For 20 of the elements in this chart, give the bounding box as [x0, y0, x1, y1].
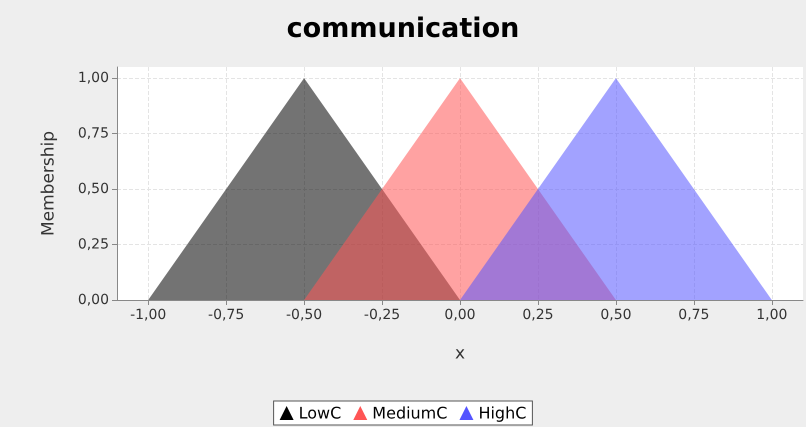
- x-tick-label: 0,75: [678, 307, 710, 323]
- x-tick-label: 0,50: [600, 307, 632, 323]
- chart-title: communication: [286, 13, 520, 44]
- x-tick-label: 1,00: [756, 307, 788, 323]
- x-axis-title: x: [454, 344, 466, 364]
- x-tick-label: -0,75: [208, 307, 244, 323]
- x-tick-label: -0,25: [364, 307, 400, 323]
- y-axis-title: Membership: [38, 130, 58, 236]
- x-tick-label: -0,50: [286, 307, 322, 323]
- x-tick-label: -1,00: [130, 307, 166, 323]
- y-tick-label: 1,00: [78, 70, 109, 86]
- legend-label: LowC: [298, 404, 342, 422]
- y-tick-label: 0,00: [78, 292, 109, 308]
- x-tick-label: 0,00: [444, 307, 476, 323]
- legend-label: MediumC: [372, 404, 448, 422]
- y-tick-label: 0,50: [78, 181, 109, 198]
- legend-label: HighC: [478, 404, 526, 422]
- x-tick-label: 0,25: [522, 307, 554, 323]
- y-tick-label: 0,25: [78, 236, 109, 253]
- y-tick-label: 0,75: [78, 126, 109, 142]
